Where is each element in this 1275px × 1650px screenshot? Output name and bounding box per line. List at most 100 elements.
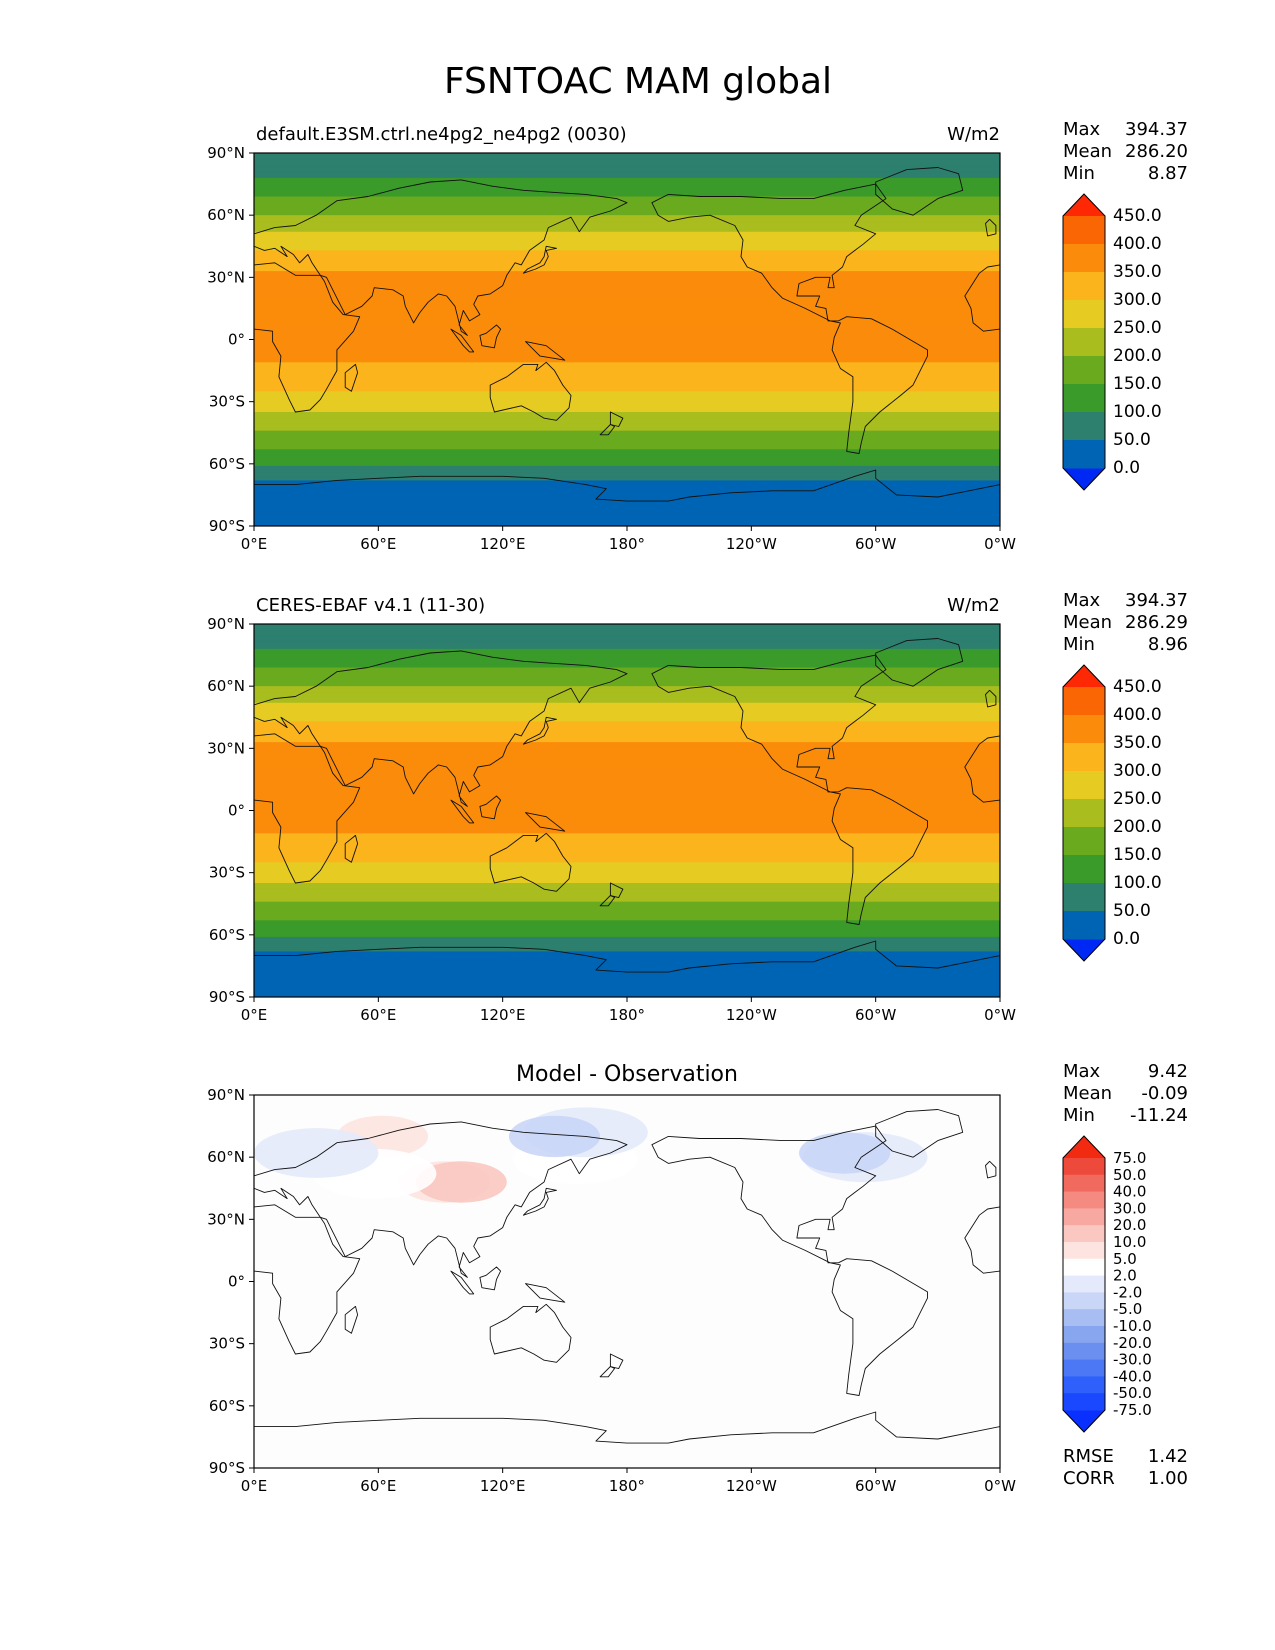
band-cell (254, 258, 1000, 262)
band-cell (254, 351, 1000, 355)
colorbar-outline (1062, 193, 1106, 491)
colorbar-extend-max (1063, 665, 1105, 687)
band-cell (254, 955, 1000, 959)
band-cell (254, 175, 1000, 179)
band-cell (254, 372, 1000, 376)
band-cell (254, 972, 1000, 975)
coastline-nz (609, 882, 624, 898)
band-cell (254, 700, 1000, 704)
band-cell (254, 673, 1000, 677)
band-cell (254, 657, 1000, 660)
colorbar-segment (1063, 1225, 1105, 1243)
band-cell (254, 441, 1000, 444)
band-cell (254, 735, 1000, 739)
map-field (254, 153, 1000, 526)
colorbar-segment (1063, 1376, 1105, 1394)
band-cell (254, 314, 1000, 318)
band-cell (254, 310, 1000, 314)
band-cell (254, 634, 1000, 638)
band-cell (254, 200, 1000, 204)
band-cell (254, 820, 1000, 824)
colorbar-label: -5.0 (1113, 1300, 1142, 1318)
band-cell (254, 818, 1000, 822)
band-cell (254, 626, 1000, 629)
y-tick-label: 30°S (209, 864, 245, 882)
colorbar-label: 200.0 (1113, 346, 1162, 366)
colorbar-segment (1063, 1191, 1105, 1209)
band-cell (254, 835, 1000, 839)
band-cell (254, 192, 1000, 196)
band-cell (254, 980, 1000, 984)
band-cell (254, 733, 1000, 737)
band-cell (254, 507, 1000, 511)
coastline-australia (489, 832, 572, 892)
band-cell (254, 242, 1000, 245)
band-cell (254, 810, 1000, 814)
band-cell (254, 163, 1000, 167)
band-cell (254, 766, 1000, 770)
band-cell (254, 484, 1000, 488)
colorbar-segment (1063, 1359, 1105, 1377)
band-cell (254, 795, 1000, 799)
coastline-japan (522, 716, 557, 745)
band-cell (254, 494, 1000, 498)
anomaly-patch (254, 1128, 379, 1178)
band-cell (254, 227, 1000, 231)
band-cell (254, 737, 1000, 741)
x-tick-label: 120°W (726, 535, 777, 553)
band-cell (254, 760, 1000, 764)
band-cell (254, 343, 1000, 347)
band-cell (254, 866, 1000, 870)
band-cell (254, 403, 1000, 407)
band-cell (254, 513, 1000, 517)
band-cell (254, 630, 1000, 633)
coastline-westafrica (964, 1206, 1000, 1274)
colorbar-label: -10.0 (1113, 1317, 1152, 1335)
band-cell (254, 698, 1000, 702)
band-cell (254, 926, 1000, 930)
band-cell (254, 399, 1000, 403)
band-cell (254, 667, 1000, 671)
coastline-nz (609, 1353, 624, 1369)
band-cell (254, 515, 1000, 519)
band-cell (254, 211, 1000, 214)
map-field (254, 624, 1000, 997)
band-cell (254, 246, 1000, 249)
band-cell (254, 331, 1000, 334)
band-cell (254, 329, 1000, 332)
band-cell (254, 941, 1000, 944)
band-cell (254, 650, 1000, 654)
y-tick-label: 0° (228, 331, 245, 349)
coastline-uk (985, 218, 997, 237)
band-cell (254, 814, 1000, 818)
colorbar-label: 400.0 (1113, 705, 1162, 725)
colorbar-label: -2.0 (1113, 1283, 1142, 1301)
band-cell (254, 235, 1000, 239)
band-cell (254, 725, 1000, 729)
x-tick-label: 60°E (360, 1477, 396, 1495)
y-tick-label: 60°N (207, 677, 245, 695)
band-cell (254, 482, 1000, 486)
band-cell (254, 742, 1000, 745)
band-cell (254, 758, 1000, 762)
band-cell (254, 405, 1000, 409)
panel-model-left-title: default.E3SM.ctrl.ne4pg2_ne4pg2 (0030) (256, 124, 627, 145)
coastline-newguinea (525, 812, 566, 832)
band-cell (254, 219, 1000, 222)
band-cell (254, 868, 1000, 872)
band-cell (254, 298, 1000, 301)
band-cell (254, 248, 1000, 251)
colorbar-label: 100.0 (1113, 402, 1162, 422)
band-cell (254, 523, 1000, 526)
colorbar-label: 50.0 (1113, 430, 1151, 450)
band-cell (254, 965, 1000, 969)
band-cell (254, 499, 1000, 502)
band-cell (254, 476, 1000, 479)
stat-min-value: 8.96 (1148, 634, 1188, 655)
band-cell (254, 804, 1000, 807)
band-cell (254, 918, 1000, 921)
band-cell (254, 426, 1000, 430)
y-tick-label: 60°N (207, 1148, 245, 1166)
coastline-nz2 (599, 1366, 616, 1378)
band-cell (254, 717, 1000, 720)
